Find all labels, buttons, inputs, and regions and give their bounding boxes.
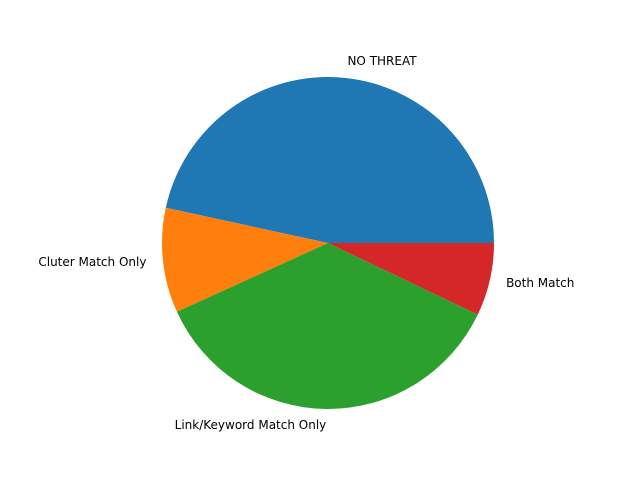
pie-label-both-match: Both Match	[506, 276, 574, 290]
pie-slice-link-keyword-match-only	[176, 243, 478, 409]
pie-slice-no-threat	[165, 77, 494, 243]
pie-slice-cluter-match-only	[162, 207, 328, 312]
pie-labels: NO THREAT Cluter Match Only Link/Keyword M…	[38, 54, 574, 432]
pie-slice-both-match	[328, 243, 494, 315]
pie-label-no-threat: NO THREAT	[347, 54, 417, 68]
pie-slices	[162, 77, 494, 409]
pie-label-link-keyword-match-only: Link/Keyword Match Only	[175, 418, 327, 432]
pie-label-cluter-match-only: Cluter Match Only	[38, 255, 146, 269]
